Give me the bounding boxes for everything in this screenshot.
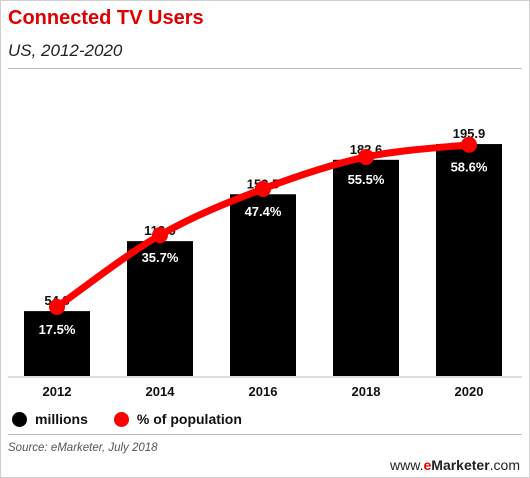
point-label-2018: 55.5% [348,172,385,187]
brand-suffix: .com [489,457,520,473]
brand-accent: e [423,457,432,473]
brand-url: www.eMarketer.com [390,457,520,473]
point-label-2012: 17.5% [39,322,76,337]
point-label-2016: 47.4% [245,204,282,219]
source-note: Source: eMarketer, July 2018 [8,442,158,454]
header-divider [8,68,522,69]
x-tick-2020: 2020 [455,384,484,399]
point-2018 [358,148,374,165]
legend-item-population: % of population [113,411,242,427]
point-2014 [152,227,168,244]
point-2012 [49,298,65,315]
point-2020 [461,136,477,153]
bar-2018 [333,159,399,376]
brand-name: Marketer [431,457,490,473]
point-2016 [255,180,271,197]
bar-2012 [24,311,90,376]
bar-2014 [127,241,193,376]
legend-swatch-black [12,411,27,427]
bar-label-2020: 195.9 [453,126,486,141]
chart-plot: 54.82012113.92014153.52016182.62018195.9… [8,126,522,399]
x-tick-2014: 2014 [146,384,176,399]
legend-swatch-red [113,411,129,427]
brand-prefix: www. [390,457,424,473]
legend-label-population: % of population [136,411,242,427]
x-tick-2018: 2018 [352,384,381,399]
x-tick-2016: 2016 [249,384,278,399]
chart-subtitle: US, 2012-2020 [8,41,123,60]
point-label-2020: 58.6% [451,160,488,175]
chart-title: Connected TV Users [8,7,204,29]
footer-divider [8,434,522,435]
legend-item-millions: millions [12,411,88,427]
x-tick-2012: 2012 [43,384,72,399]
legend: millions % of population [12,408,268,430]
legend-label-millions: millions [35,411,88,427]
bar-2020 [436,144,502,376]
bar-2016 [230,194,296,376]
point-label-2014: 35.7% [142,250,179,265]
